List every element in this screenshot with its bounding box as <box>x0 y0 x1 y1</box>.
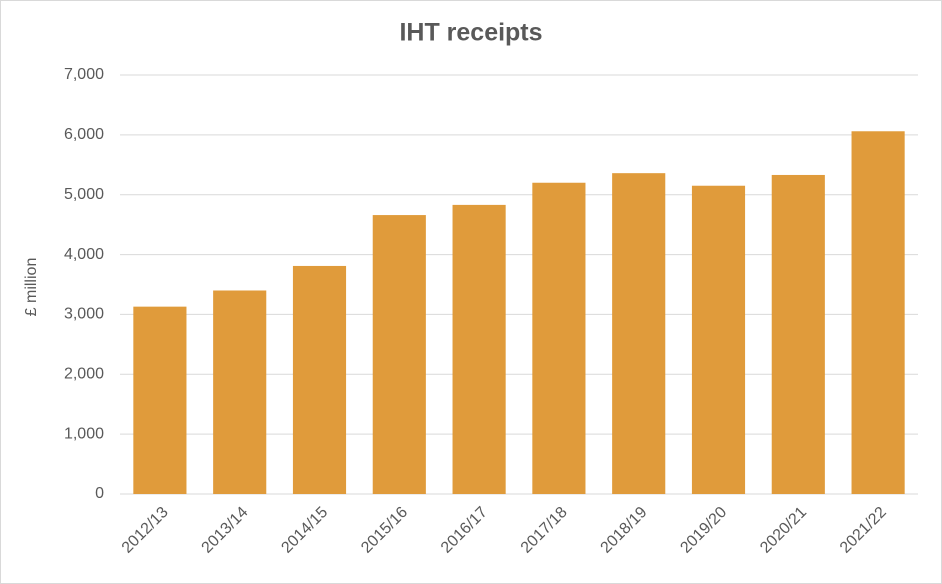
y-tick-label: 7,000 <box>64 66 104 83</box>
bar <box>452 204 506 494</box>
bar <box>851 131 905 494</box>
bar <box>532 182 586 494</box>
bar <box>213 290 267 494</box>
y-tick-label: 5,000 <box>64 186 104 203</box>
bar <box>133 306 187 494</box>
bar <box>372 215 426 494</box>
bar <box>771 174 825 494</box>
y-tick-label: 1,000 <box>64 425 104 442</box>
bar <box>612 173 666 494</box>
y-tick-label: 2,000 <box>64 366 104 383</box>
y-tick-label: 6,000 <box>64 126 104 143</box>
bar <box>292 265 347 494</box>
y-tick-label: 0 <box>95 485 104 502</box>
y-tick-label: 3,000 <box>64 306 104 323</box>
y-tick-label: 4,000 <box>64 246 104 263</box>
y-axis-label: £ million <box>23 258 40 317</box>
bar <box>691 185 746 494</box>
chart-title: IHT receipts <box>399 19 542 47</box>
